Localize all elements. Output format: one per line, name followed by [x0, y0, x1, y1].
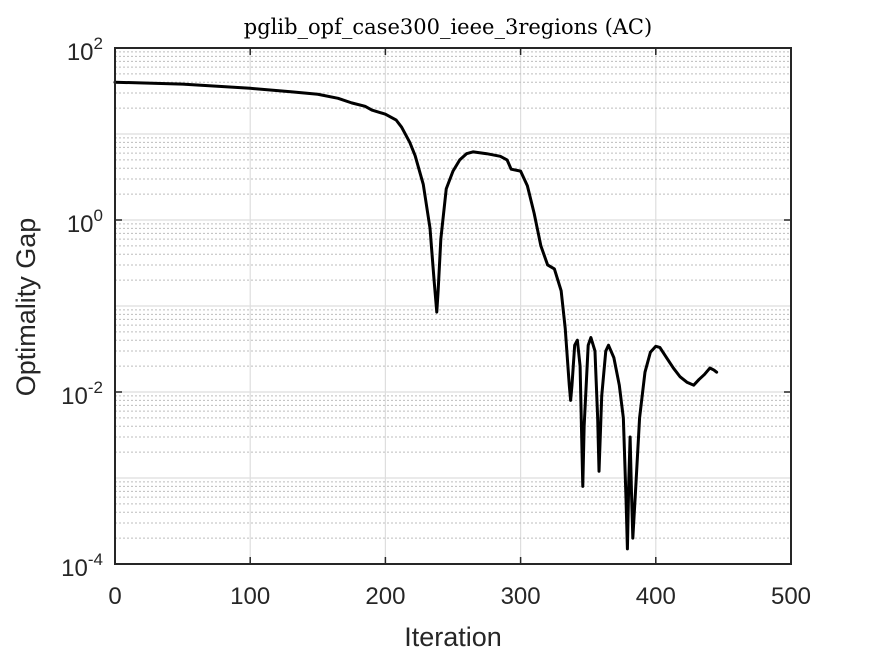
chart-title: pglib_opf_case300_ieee_3regions (AC) — [244, 15, 652, 39]
x-tick-labels: 0 100 200 300 400 500 — [108, 583, 811, 610]
y-axis-label: Optimality Gap — [11, 218, 41, 397]
y-tick-base: 10 — [61, 555, 88, 582]
x-tick-label: 500 — [771, 583, 811, 610]
x-axis-label: Iteration — [404, 622, 502, 652]
y-tick-exponent: 2 — [94, 34, 103, 53]
x-tick-label: 200 — [365, 583, 405, 610]
x-tick-label: 300 — [501, 583, 541, 610]
y-tick-base: 10 — [67, 39, 94, 66]
y-tick-label: 10-4 — [61, 550, 103, 582]
axis-ticks — [114, 47, 792, 565]
y-tick-base: 10 — [61, 383, 88, 410]
y-tick-base: 10 — [67, 211, 94, 238]
x-tick-label: 400 — [636, 583, 676, 610]
data-lines — [113, 80, 719, 551]
plot-frame — [114, 47, 792, 565]
y-tick-exponent: -2 — [88, 378, 103, 397]
y-tick-exponent: -4 — [88, 550, 103, 569]
x-tick-label: 0 — [108, 583, 121, 610]
y-tick-label: 102 — [67, 34, 103, 66]
series-line — [113, 80, 719, 551]
y-tick-exponent: 0 — [94, 206, 103, 225]
x-tick-label: 100 — [230, 583, 270, 610]
y-tick-label: 100 — [67, 206, 103, 238]
y-tick-label: 10-2 — [61, 378, 103, 410]
